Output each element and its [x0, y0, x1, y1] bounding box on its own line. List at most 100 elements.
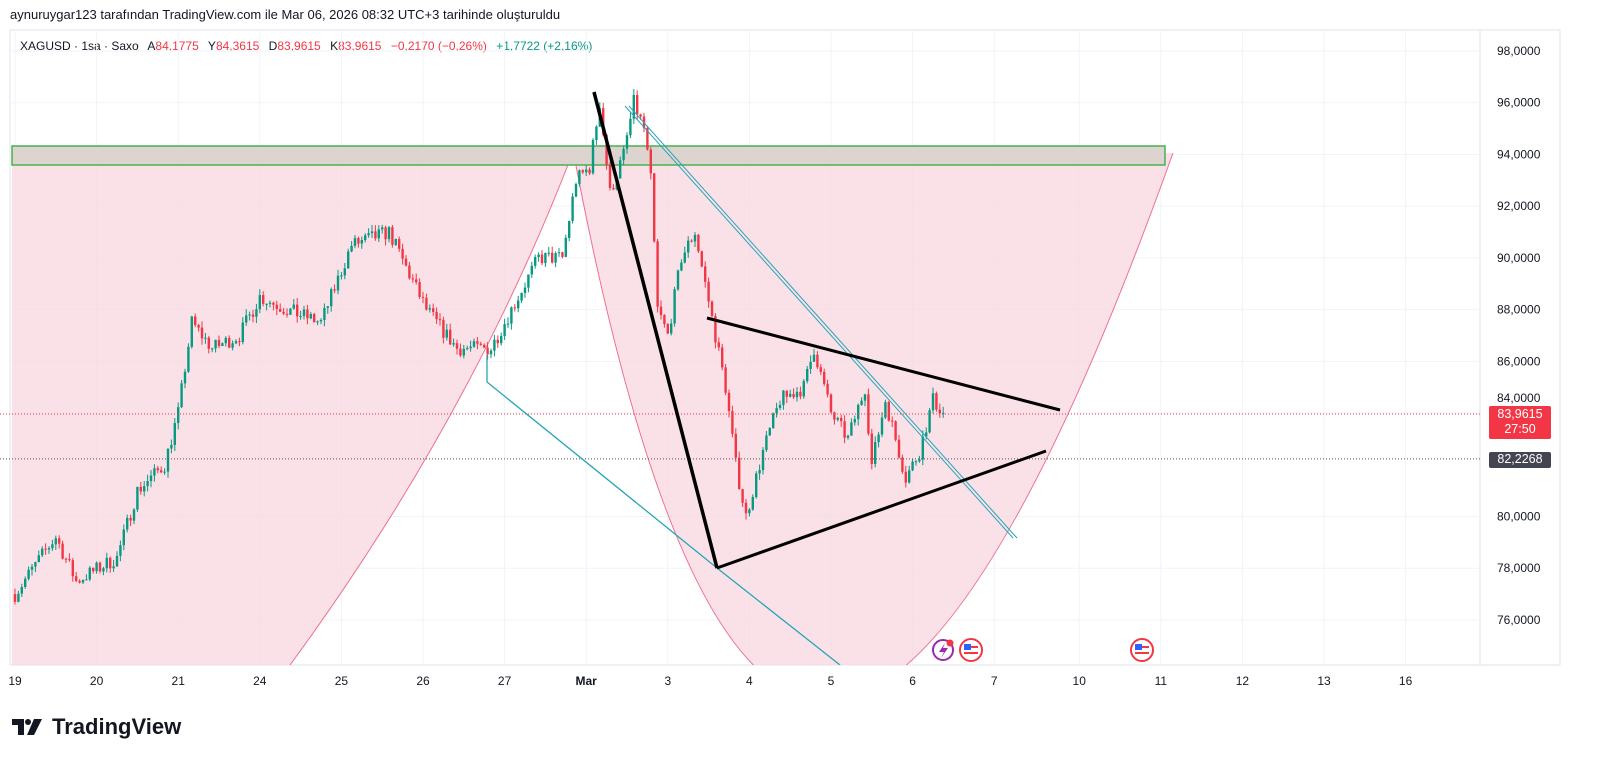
- candle-body: [938, 409, 941, 414]
- candle-body: [75, 576, 78, 581]
- change-value: −0,2170 (−0,26%): [390, 39, 487, 53]
- candle-body: [435, 311, 438, 320]
- notification-dot-icon: [946, 639, 954, 647]
- time-tick-label: 11: [1155, 674, 1168, 688]
- candle-body: [857, 404, 860, 420]
- candle-body: [904, 471, 907, 483]
- candle-body: [139, 486, 142, 492]
- candle-body: [714, 315, 717, 343]
- candle-body: [153, 468, 156, 476]
- last-price-tag: 83,9615 27:50: [1489, 406, 1551, 439]
- candle-body: [758, 470, 761, 474]
- candle-body: [160, 470, 163, 473]
- candle-body: [122, 529, 125, 546]
- time-tick-label: 24: [253, 674, 267, 688]
- candle-body: [901, 457, 904, 472]
- candle-body: [551, 252, 554, 263]
- time-axis[interactable]: 19 20 21 24 25 26 27 Mar 3 4 5 6 7 10 11 12 13 16: [8, 674, 1412, 688]
- candle-body: [47, 548, 51, 550]
- candle-body: [425, 297, 428, 310]
- candle-body: [13, 594, 17, 602]
- candle-body: [530, 265, 533, 275]
- price-tick-label: 98,0000: [1497, 44, 1541, 58]
- candle-body: [496, 339, 499, 344]
- candle-body: [353, 237, 357, 246]
- candle-body: [802, 381, 805, 397]
- candle-body: [64, 558, 68, 560]
- candle-body: [401, 248, 404, 259]
- candle-body: [884, 402, 887, 418]
- candle-body: [238, 341, 241, 343]
- candle-body: [649, 149, 652, 174]
- candle-body: [894, 421, 897, 440]
- candle-body: [591, 140, 595, 174]
- us-flag-event-icon-2[interactable]: [1130, 638, 1154, 662]
- candle-body: [816, 354, 819, 368]
- ohlc-low: D83,9615: [268, 39, 321, 53]
- candle-body: [364, 235, 367, 241]
- candle-body: [296, 304, 299, 317]
- candle-body: [571, 196, 574, 221]
- candle-body: [500, 336, 503, 344]
- candle-body: [751, 497, 754, 510]
- candle-body: [163, 471, 166, 473]
- candle-body: [724, 367, 727, 393]
- candle-body: [180, 383, 183, 408]
- candle-body: [544, 252, 547, 264]
- candle-body: [343, 268, 346, 276]
- candle-body: [258, 295, 261, 310]
- candle-body: [81, 579, 85, 583]
- time-tick-label: 3: [664, 674, 671, 688]
- price-tick-label: 86,0000: [1497, 354, 1541, 368]
- candle-body: [360, 240, 363, 244]
- candle-body: [707, 281, 710, 302]
- candle-body: [870, 433, 873, 465]
- candle-body: [115, 555, 119, 567]
- candle-body: [105, 557, 108, 569]
- candle-body: [109, 557, 112, 569]
- candle-body: [897, 439, 901, 458]
- candle-body: [408, 265, 411, 279]
- candle-body: [476, 341, 479, 344]
- candle-body: [30, 566, 34, 570]
- candle-body: [738, 457, 741, 490]
- candle-body: [561, 252, 564, 257]
- candle-body: [908, 470, 911, 483]
- time-tick-label: 25: [335, 674, 349, 688]
- candle-body: [557, 252, 561, 254]
- candle-body: [748, 509, 751, 514]
- candle-body: [231, 343, 234, 348]
- candle-body: [836, 417, 839, 420]
- candle-body: [809, 361, 812, 369]
- candle-body: [112, 566, 115, 569]
- candle-body: [670, 323, 673, 334]
- tradingview-logo[interactable]: TradingView: [12, 714, 181, 740]
- candle-body: [826, 383, 829, 395]
- candle-body: [693, 234, 697, 242]
- candle-body: [61, 543, 64, 559]
- candle-body: [554, 253, 557, 263]
- us-flag-event-icon[interactable]: [959, 638, 983, 662]
- time-tick-label: 7: [991, 674, 998, 688]
- symbol-legend: XAGUSD · 1sa · Saxo A84,1775 Y84,3615 D8…: [20, 39, 598, 53]
- candle-body: [462, 348, 465, 356]
- candle-body: [846, 435, 850, 438]
- candle-body: [850, 422, 853, 436]
- price-tick-label: 92,0000: [1497, 199, 1541, 213]
- event-icons: [932, 638, 1154, 662]
- candle-body: [173, 423, 176, 445]
- candle-body: [588, 169, 591, 174]
- price-axis[interactable]: 98,0000 96,0000 94,0000 92,0000 90,0000 88,00…: [1497, 44, 1541, 627]
- triangle-upper-line: [706, 316, 1061, 412]
- candles: [13, 89, 945, 605]
- symbol-name[interactable]: XAGUSD · 1sa · Saxo: [20, 39, 139, 53]
- candle-body: [275, 304, 278, 309]
- candle-body: [659, 306, 663, 316]
- candle-body: [527, 274, 530, 288]
- candle-body: [540, 254, 544, 264]
- candle-body: [336, 275, 340, 291]
- candle-body: [51, 544, 54, 549]
- candle-body: [863, 394, 867, 401]
- candle-body: [302, 309, 306, 317]
